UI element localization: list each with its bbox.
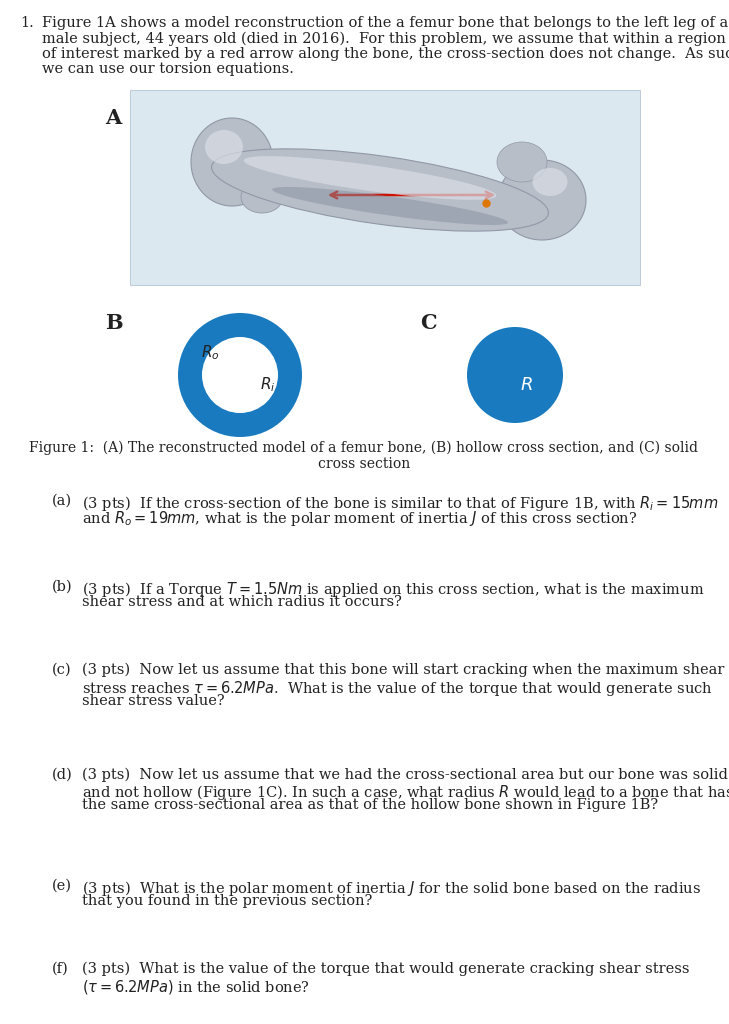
Text: A: A — [105, 108, 121, 128]
Text: male subject, 44 years old (died in 2016).  For this problem, we assume that wit: male subject, 44 years old (died in 2016… — [42, 32, 726, 46]
Text: shear stress and at which radius it occurs?: shear stress and at which radius it occu… — [82, 596, 402, 609]
Text: and not hollow (Figure 1C). In such a case, what radius $R$ would lead to a bone: and not hollow (Figure 1C). In such a ca… — [82, 783, 729, 802]
Text: (3 pts)  If the cross-section of the bone is similar to that of Figure 1B, with : (3 pts) If the cross-section of the bone… — [82, 494, 718, 513]
Circle shape — [202, 337, 278, 413]
Ellipse shape — [532, 168, 567, 196]
Text: the same cross-sectional area as that of the hollow bone shown in Figure 1B?: the same cross-sectional area as that of… — [82, 799, 658, 812]
Text: $(\tau = 6.2MPa)$ in the solid bone?: $(\tau = 6.2MPa)$ in the solid bone? — [82, 978, 310, 995]
Text: (c): (c) — [52, 663, 71, 677]
Text: (3 pts)  What is the value of the torque that would generate cracking shear stre: (3 pts) What is the value of the torque … — [82, 962, 690, 977]
Text: $R$: $R$ — [520, 376, 533, 394]
Circle shape — [178, 313, 302, 437]
Ellipse shape — [211, 148, 548, 231]
Text: (3 pts)  What is the polar moment of inertia $J$ for the solid bone based on the: (3 pts) What is the polar moment of iner… — [82, 879, 701, 898]
Text: $R_i$: $R_i$ — [260, 376, 276, 394]
Text: (3 pts)  If a Torque $T = 1.5Nm$ is applied on this cross section, what is the m: (3 pts) If a Torque $T = 1.5Nm$ is appli… — [82, 580, 704, 599]
Ellipse shape — [205, 130, 243, 164]
Text: (a): (a) — [52, 494, 72, 508]
Text: 1.: 1. — [20, 16, 34, 30]
Ellipse shape — [241, 181, 283, 213]
Text: B: B — [105, 313, 122, 333]
Text: and $R_o = 19mm$, what is the polar moment of inertia $J$ of this cross section?: and $R_o = 19mm$, what is the polar mome… — [82, 510, 637, 528]
Text: Figure 1:  (A) The reconstructed model of a femur bone, (B) hollow cross section: Figure 1: (A) The reconstructed model of… — [29, 441, 698, 456]
Text: $R_o$: $R_o$ — [200, 344, 219, 362]
Text: (f): (f) — [52, 962, 69, 976]
Text: of interest marked by a red arrow along the bone, the cross-section does not cha: of interest marked by a red arrow along … — [42, 47, 729, 61]
Ellipse shape — [272, 187, 508, 225]
Text: stress reaches $\tau = 6.2MPa$.  What is the value of the torque that would gene: stress reaches $\tau = 6.2MPa$. What is … — [82, 679, 713, 697]
Text: Figure 1A shows a model reconstruction of the a femur bone that belongs to the l: Figure 1A shows a model reconstruction o… — [42, 16, 728, 30]
Ellipse shape — [498, 160, 586, 240]
Text: (d): (d) — [52, 768, 73, 781]
Text: (3 pts)  Now let us assume that this bone will start cracking when the maximum s: (3 pts) Now let us assume that this bone… — [82, 663, 725, 678]
Text: C: C — [420, 313, 437, 333]
Text: we can use our torsion equations.: we can use our torsion equations. — [42, 62, 294, 77]
Text: shear stress value?: shear stress value? — [82, 694, 225, 708]
Ellipse shape — [497, 142, 547, 182]
Ellipse shape — [243, 156, 496, 200]
Text: cross section: cross section — [318, 457, 410, 470]
Text: (3 pts)  Now let us assume that we had the cross-sectional area but our bone was: (3 pts) Now let us assume that we had th… — [82, 768, 728, 782]
Circle shape — [467, 327, 563, 423]
Ellipse shape — [191, 118, 273, 206]
Text: (e): (e) — [52, 879, 72, 893]
FancyBboxPatch shape — [130, 90, 640, 285]
Text: (b): (b) — [52, 580, 73, 594]
Text: that you found in the previous section?: that you found in the previous section? — [82, 895, 373, 908]
